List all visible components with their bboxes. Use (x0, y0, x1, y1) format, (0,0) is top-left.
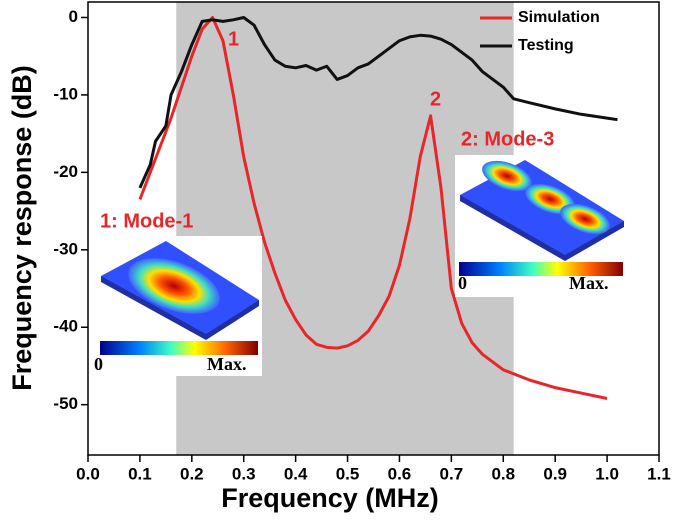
x-axis-label: Frequency (MHz) (221, 483, 439, 513)
annotation: 1 (228, 28, 239, 50)
annotation: Max. (569, 273, 609, 293)
annotation: 2 (430, 88, 441, 110)
colorbar (100, 341, 258, 355)
annotation: 1: Mode-1 (100, 210, 193, 232)
x-tick-label: 0.4 (284, 464, 308, 483)
plot-frame (87, 1, 660, 456)
y-tick-label: -10 (53, 84, 78, 103)
legend-label: Testing (518, 37, 574, 54)
mode-field (482, 160, 532, 192)
legend-label: Simulation (518, 9, 600, 26)
mode-field (560, 203, 610, 235)
x-tick-label: 0.9 (543, 464, 567, 483)
x-tick-label: 0.0 (76, 464, 100, 483)
line-simulation (138, 15, 608, 400)
y-axis-label: Frequency response (dB) (7, 65, 37, 391)
y-tick-label: -30 (53, 239, 78, 258)
annotation: 0 (458, 273, 467, 293)
x-tick-label: 1.0 (595, 464, 619, 483)
colorbar (459, 262, 623, 276)
x-tick-label: 1.1 (647, 464, 671, 483)
y-tick-label: 0 (69, 7, 78, 26)
mode-field (525, 183, 575, 215)
y-tick-label: -40 (53, 317, 78, 336)
annotation: 0 (94, 354, 103, 374)
mode-field (128, 258, 220, 314)
line-testing (138, 15, 618, 189)
x-tick-label: 0.3 (232, 464, 256, 483)
x-tick-label: 0.7 (440, 464, 464, 483)
annotation: 2: Mode-3 (461, 128, 554, 150)
x-tick-label: 0.6 (388, 464, 412, 483)
y-tick-label: -50 (53, 394, 78, 413)
annotation: Max. (207, 354, 247, 374)
x-tick-label: 0.5 (336, 464, 360, 483)
x-tick-label: 0.8 (491, 464, 515, 483)
x-tick-label: 0.1 (128, 464, 152, 483)
x-tick-label: 0.2 (180, 464, 204, 483)
y-tick-label: -20 (53, 162, 78, 181)
